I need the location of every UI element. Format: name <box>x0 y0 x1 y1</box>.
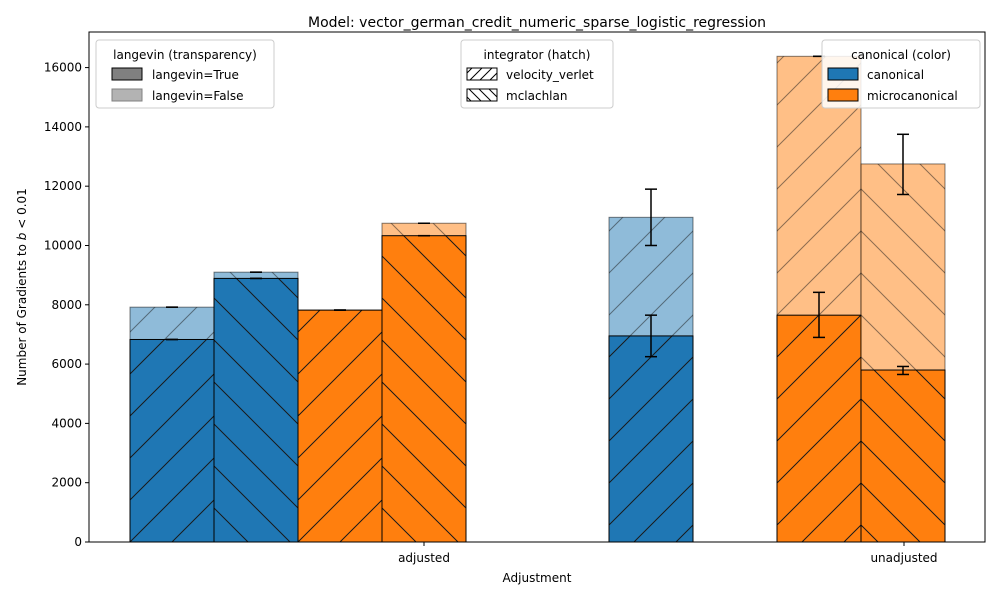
chart-title: Model: vector_german_credit_numeric_spar… <box>308 15 766 31</box>
y-tick-label-16000: 16000 <box>44 61 82 75</box>
y-tick-label-14000: 14000 <box>44 120 82 134</box>
legend-canonical-title: canonical (color) <box>851 48 951 62</box>
bar-langevin-true-hatch-5 <box>776 314 862 543</box>
error-bar-true-6 <box>897 365 909 376</box>
y-tick-label-6000: 6000 <box>51 357 82 371</box>
legend-canonical: canonical (color) canonical microcanonic… <box>821 39 981 109</box>
legend-integrator-title: integrator (hatch) <box>484 48 591 62</box>
x-tick-label-unadjusted: unadjusted <box>870 551 937 565</box>
plot-area-frame <box>88 31 986 543</box>
legend-velocity-verlet-label: velocity_verlet <box>506 68 594 82</box>
x-axis: adjusted unadjusted <box>398 542 938 565</box>
legend-langevin-true-label: langevin=True <box>152 68 239 82</box>
bar-langevin-true-hatch-4 <box>608 335 694 543</box>
y-tick-label-12000: 12000 <box>44 179 82 193</box>
y-tick-label-4000: 4000 <box>51 416 82 430</box>
y-axis-label: Number of Gradients to b < 0.01 <box>15 188 29 386</box>
y-tick-label-8000: 8000 <box>51 298 82 312</box>
legend-integrator: integrator (hatch) velocity_verlet mclac… <box>460 39 614 109</box>
y-tick-label-10000: 10000 <box>44 238 82 252</box>
legend-microcanonical-swatch <box>827 88 859 102</box>
bar-langevin-true-hatch-6 <box>860 369 946 543</box>
legend-langevin-false-swatch <box>111 88 143 102</box>
bar-langevin-true-hatch-1 <box>213 277 299 543</box>
error-bar-true-4 <box>645 314 657 358</box>
bar-langevin-true-hatch-3 <box>381 235 467 543</box>
x-tick-label-adjusted: adjusted <box>398 551 450 565</box>
legend-langevin-false-label: langevin=False <box>152 89 244 103</box>
legend-mclachlan-label: mclachlan <box>506 89 567 103</box>
bar-langevin-true-hatch-0 <box>129 338 215 543</box>
legend-canonical-label: canonical <box>867 68 924 82</box>
legend-langevin-true-swatch <box>111 67 143 81</box>
legend-mclachlan-swatch <box>466 88 498 102</box>
error-bar-true-5 <box>813 291 825 339</box>
y-tick-label-2000: 2000 <box>51 476 82 490</box>
legend-langevin-title: langevin (transparency) <box>113 48 257 62</box>
x-axis-label: Adjustment <box>503 571 572 585</box>
bar-langevin-true-hatch-2 <box>297 309 383 543</box>
legend-microcanonical-label: microcanonical <box>867 89 958 103</box>
y-tick-label-0: 0 <box>74 535 82 549</box>
bars-layer <box>129 55 946 543</box>
error-bar-false-4 <box>645 188 657 247</box>
legend-canonical-swatch <box>827 67 859 81</box>
error-bars-layer <box>166 55 909 376</box>
error-bar-false-6 <box>897 133 909 196</box>
legend-velocity-verlet-swatch <box>466 67 498 81</box>
legend-langevin: langevin (transparency) langevin=True la… <box>95 39 275 109</box>
y-axis: 0 2000 4000 6000 8000 10000 12000 14000 16000 <box>44 61 89 549</box>
